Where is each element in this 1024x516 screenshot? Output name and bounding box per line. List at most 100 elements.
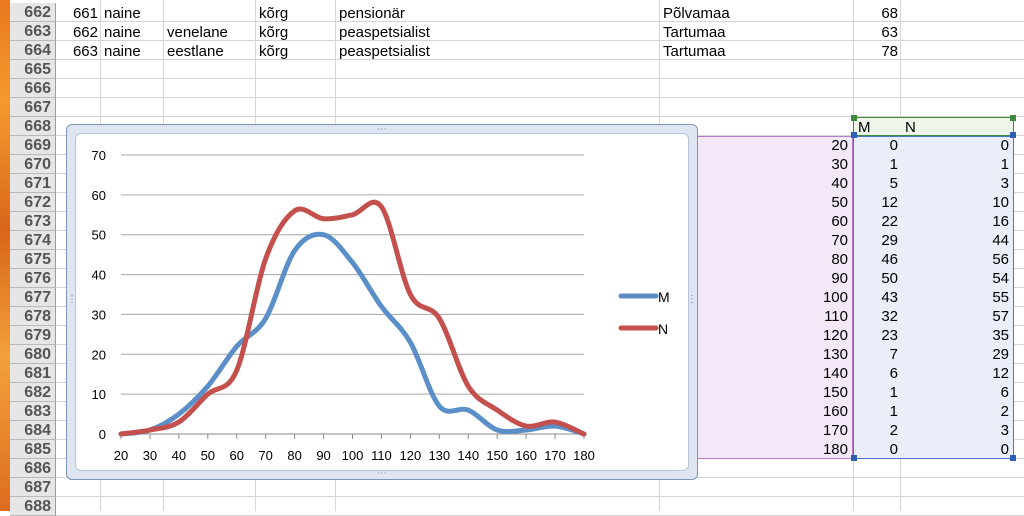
data-point-m[interactable] [350,260,356,266]
data-point-m[interactable] [378,303,384,309]
cell-id[interactable]: 661 [72,5,98,22]
row-header[interactable]: 670 [10,155,56,174]
data-point-m[interactable] [234,343,240,349]
cell-n-value[interactable]: 55 [992,289,1009,306]
selection-x-values-range[interactable] [695,136,853,459]
data-point-n[interactable] [263,256,269,262]
data-point-n[interactable] [581,431,587,437]
cell-education[interactable]: kõrg [259,43,289,60]
cell-x-value[interactable]: 40 [831,175,848,192]
row-header[interactable]: 669 [10,136,56,155]
data-point-m[interactable] [494,427,500,433]
cell-n-value[interactable]: 54 [992,270,1009,287]
row-header[interactable]: 668 [10,117,56,136]
cell-x-value[interactable]: 30 [831,156,848,173]
data-point-m[interactable] [176,411,182,417]
data-point-n[interactable] [176,419,182,425]
chart-resize-grip[interactable]: ⋮ [687,294,697,305]
cell-m-value[interactable]: 2 [889,422,898,439]
data-point-n[interactable] [494,407,500,413]
chart-object[interactable]: ⋯ ⋯ ⋮ ⋮ 0 10 20 30 40 50 60 70 20 30 40 50 60 70 80 90 1… [66,124,698,480]
row-header[interactable]: 687 [10,478,56,497]
range-handle[interactable] [1010,132,1016,138]
cell-n-value[interactable]: 16 [992,213,1009,230]
cell-gender[interactable]: naine [104,43,141,60]
cell-m-value[interactable]: 1 [889,384,898,401]
data-point-n[interactable] [234,367,240,373]
cell-n-value[interactable]: 57 [992,308,1009,325]
row-header[interactable]: 666 [10,79,56,98]
cell-m-value[interactable]: 29 [881,232,898,249]
cell-m-value[interactable]: 46 [881,251,898,268]
row-header[interactable]: 684 [10,421,56,440]
cell-x-value[interactable]: 80 [831,251,848,268]
cell-n-value[interactable]: 2 [1000,403,1009,420]
data-point-n[interactable] [321,216,327,222]
series-line-n[interactable] [118,199,587,437]
row-header[interactable]: 686 [10,459,56,478]
data-point-m[interactable] [263,315,269,321]
cell-m-value[interactable]: 1 [889,403,898,420]
cell-x-value[interactable]: 90 [831,270,848,287]
data-point-n[interactable] [118,431,124,437]
cell-n-value[interactable]: 12 [992,365,1009,382]
cell-m-value[interactable]: 0 [889,137,898,154]
cell-county[interactable]: Põlvamaa [663,5,730,22]
cell-x-value[interactable]: 160 [822,403,848,420]
row-header[interactable]: 662 [10,3,56,22]
data-point-m[interactable] [407,339,413,345]
cell-m-value[interactable]: 0 [889,441,898,458]
range-handle[interactable] [1010,455,1016,461]
row-header[interactable]: 683 [10,402,56,421]
cell-x-value[interactable]: 120 [822,327,848,344]
data-point-m[interactable] [465,407,471,413]
cell-x-value[interactable]: 150 [822,384,848,401]
row-header[interactable]: 682 [10,383,56,402]
cell-nationality[interactable]: venelane [167,24,228,41]
row-header[interactable]: 673 [10,212,56,231]
cell-x-value[interactable]: 100 [822,289,848,306]
cell-n-value[interactable]: 56 [992,251,1009,268]
cell-x-value[interactable]: 20 [831,137,848,154]
cell-x-value[interactable]: 140 [822,365,848,382]
row-header[interactable]: 685 [10,440,56,459]
cell-id[interactable]: 662 [72,24,98,41]
cell-n-value[interactable]: 3 [1000,175,1009,192]
cell-n-value[interactable]: 6 [1000,384,1009,401]
row-header[interactable]: 671 [10,174,56,193]
row-header[interactable]: 680 [10,345,56,364]
cell-x-value[interactable]: 110 [824,308,848,325]
cell-x-value[interactable]: 130 [822,346,848,363]
chart-resize-grip[interactable]: ⋯ [377,124,387,135]
cell-m-value[interactable]: 7 [889,346,898,363]
cell-m-value[interactable]: 43 [881,289,898,306]
cell-gender[interactable]: naine [104,5,141,22]
column-header-n[interactable]: N [905,119,916,136]
range-handle[interactable] [851,115,857,121]
data-point-m[interactable] [205,383,211,389]
cell-x-value[interactable]: 60 [831,213,848,230]
cell-education[interactable]: kõrg [259,5,289,22]
row-header[interactable]: 681 [10,364,56,383]
row-header[interactable]: 674 [10,231,56,250]
cell-m-value[interactable]: 6 [889,365,898,382]
data-point-n[interactable] [292,208,298,214]
column-header-m[interactable]: M [858,119,871,136]
chart-resize-grip[interactable]: ⋮ [67,294,77,305]
cell-nationality[interactable]: eestlane [167,43,224,60]
cell-age[interactable]: 78 [881,43,898,60]
data-point-m[interactable] [436,403,442,409]
selection-y-values-range[interactable] [853,136,1014,459]
cell-n-value[interactable]: 0 [1000,441,1009,458]
cell-id[interactable]: 663 [72,43,98,60]
cell-x-value[interactable]: 180 [822,441,848,458]
cell-x-value[interactable]: 50 [831,194,848,211]
row-header[interactable]: 663 [10,22,56,41]
cell-m-value[interactable]: 32 [881,308,898,325]
cell-n-value[interactable]: 29 [992,346,1009,363]
cell-m-value[interactable]: 23 [881,327,898,344]
cell-occupation[interactable]: peaspetsialist [339,43,430,60]
range-handle[interactable] [1010,115,1016,121]
row-header[interactable]: 664 [10,41,56,60]
chart-resize-grip[interactable]: ⋯ [377,468,387,479]
